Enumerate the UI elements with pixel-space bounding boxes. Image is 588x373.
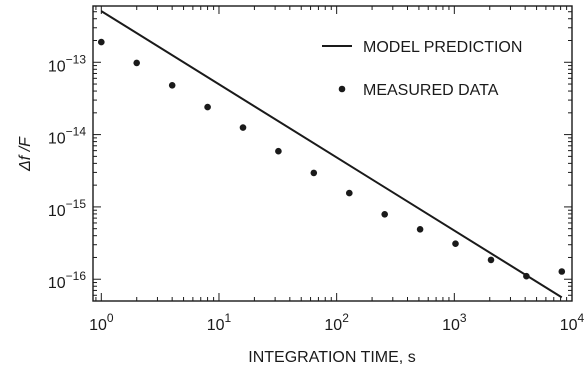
- x-tick-label: 100: [89, 311, 114, 334]
- chart-marks: [98, 10, 566, 299]
- y-tick-label: 10−16: [48, 269, 86, 292]
- y-tick-label: 10−14: [48, 125, 86, 148]
- measured-data-point: [275, 147, 282, 155]
- x-tick-label: 104: [560, 311, 585, 334]
- x-tick-label: 102: [324, 311, 349, 334]
- plot-frame: [92, 5, 573, 302]
- axis-ticks: [93, 6, 573, 302]
- x-tick-label: 103: [442, 311, 467, 334]
- legend-point-swatch: [338, 85, 346, 93]
- measured-data-point: [452, 240, 459, 247]
- measured-data-point: [168, 82, 176, 89]
- measured-data-point: [310, 169, 318, 177]
- measured-data-point: [204, 103, 211, 111]
- legend: MODEL PREDICTION MEASURED DATA: [322, 39, 522, 99]
- measured-data-point: [346, 189, 353, 197]
- measured-data-point: [133, 59, 140, 67]
- measured-data-point: [558, 268, 566, 275]
- measured-data-point: [523, 272, 530, 280]
- y-tick-label: 10−15: [48, 197, 86, 220]
- legend-label-model-prediction: MODEL PREDICTION: [363, 39, 522, 56]
- measured-data-point: [487, 256, 495, 264]
- measured-data-point: [98, 38, 105, 46]
- model-prediction-line: [100, 10, 563, 299]
- y-axis-label: Δf /F: [17, 136, 34, 172]
- axis-tick-labels: 100 101 102 103 104 10−13 10−14 10−15 10−16: [48, 52, 585, 334]
- measured-data-point: [416, 226, 424, 233]
- y-tick-label: 10−13: [48, 52, 86, 75]
- legend-label-measured-data: MEASURED DATA: [363, 82, 499, 99]
- x-tick-label: 101: [207, 311, 232, 334]
- measured-data-point: [381, 211, 389, 218]
- measured-data-point: [239, 124, 247, 131]
- x-axis-label: INTEGRATION TIME, s: [248, 349, 415, 366]
